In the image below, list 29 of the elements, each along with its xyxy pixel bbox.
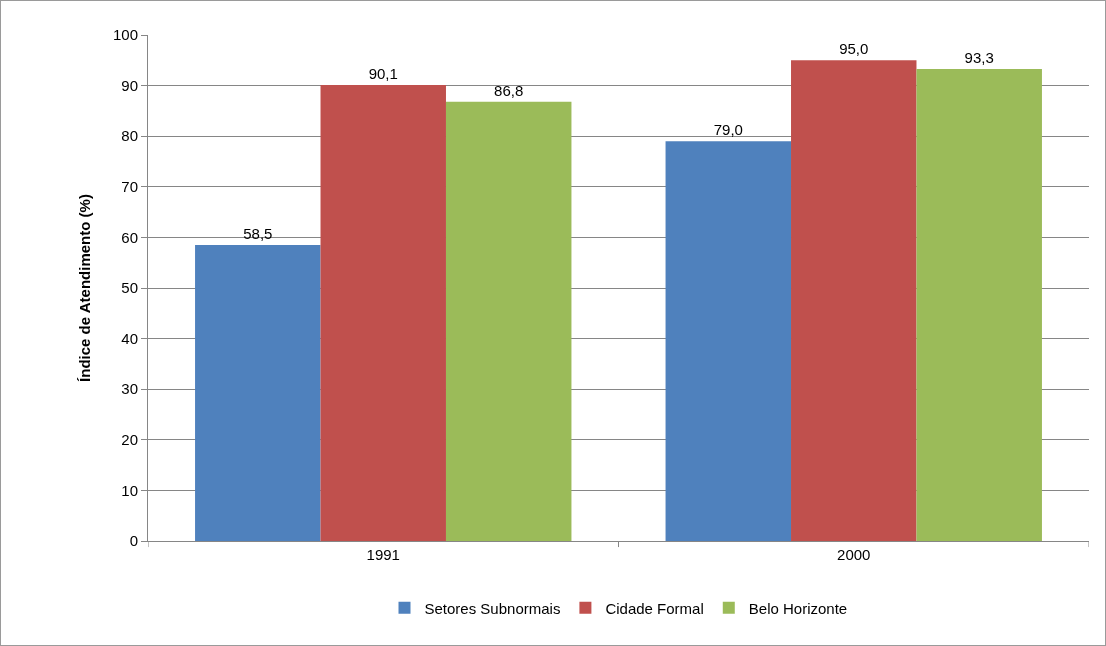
y-tick-label: 20: [121, 431, 138, 449]
y-tick-label: 10: [121, 481, 138, 499]
data-label: 86,8: [494, 81, 524, 99]
bar: [445, 101, 572, 541]
x-tick-label: 2000: [837, 546, 871, 563]
bar: [791, 60, 917, 541]
data-label: 93,3: [964, 48, 994, 66]
x-tick-label: 1991: [366, 546, 400, 563]
y-tick-label: 60: [121, 228, 138, 246]
y-tick-label: 70: [121, 178, 138, 196]
y-tick-label: 0: [129, 532, 138, 550]
data-label: 58,5: [243, 224, 273, 242]
legend-label: Cidade Formal: [605, 599, 704, 617]
bar: [195, 244, 321, 541]
bar: [665, 141, 792, 541]
y-tick-label: 90: [121, 76, 138, 94]
y-tick-label: 80: [121, 127, 138, 145]
y-axis-title: Índice de Atendimento (%): [76, 194, 94, 382]
bar: [320, 85, 446, 541]
bar: [916, 68, 1042, 541]
y-tick-label: 40: [121, 329, 138, 347]
y-tick-label: 100: [112, 26, 138, 44]
data-label: 90,1: [368, 65, 398, 83]
data-label: 95,0: [839, 40, 869, 58]
legend-label: Belo Horizonte: [748, 599, 848, 617]
data-label: 79,0: [713, 121, 743, 139]
y-tick-label: 50: [121, 279, 138, 297]
y-tick-label: 30: [121, 380, 138, 398]
legend-label: Setores Subnormais: [424, 599, 561, 617]
